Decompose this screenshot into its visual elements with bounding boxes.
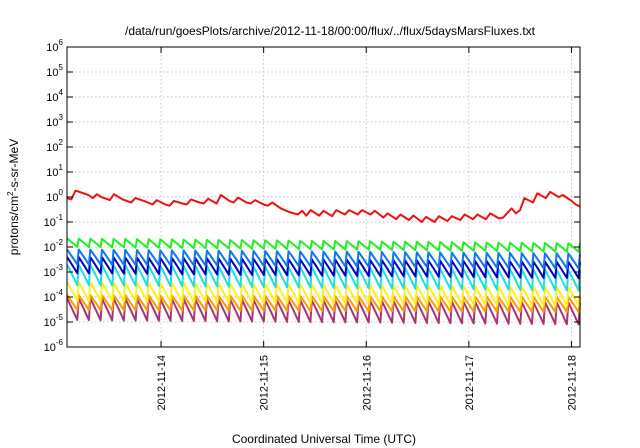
y-tick-exponent: -1 (56, 213, 64, 222)
y-axis-label: protons/cm2-s-sr-MeV (6, 139, 21, 255)
y-tick-label: 101 (46, 163, 63, 179)
x-tick-label: 2012-11-15 (259, 355, 271, 410)
y-tick-base: 10 (44, 267, 56, 279)
series-line (66, 248, 581, 270)
y-tick-exponent: 1 (59, 163, 64, 172)
y-tick-label: 10-1 (44, 213, 64, 229)
y-axis-label-exponent: 2 (6, 191, 15, 196)
y-tick-base: 10 (46, 117, 58, 129)
y-tick-label: 10-5 (44, 313, 64, 329)
y-tick-label: 104 (46, 88, 63, 104)
y-tick-exponent: -4 (56, 288, 64, 297)
series-line (66, 189, 581, 223)
series-line (66, 237, 581, 253)
y-tick-base: 10 (46, 142, 58, 154)
y-axis: 10-610-510-410-310-210-11001011021031041… (44, 38, 580, 354)
y-tick-label: 100 (46, 188, 63, 204)
y-tick-exponent: -3 (56, 263, 64, 272)
y-tick-base: 10 (46, 167, 58, 179)
y-tick-label: 105 (46, 63, 63, 79)
y-tick-exponent: 3 (59, 113, 64, 122)
y-tick-exponent: -2 (56, 238, 64, 247)
y-tick-exponent: 6 (59, 38, 64, 47)
x-tick-label: 2012-11-18 (566, 355, 578, 410)
y-tick-label: 10-6 (44, 338, 64, 354)
y-tick-exponent: 0 (59, 188, 64, 197)
y-tick-label: 10-4 (44, 288, 64, 304)
y-tick-base: 10 (46, 42, 58, 54)
x-tick-label: 2012-11-14 (156, 355, 168, 410)
y-tick-exponent: 4 (59, 88, 64, 97)
y-tick-base: 10 (44, 317, 56, 329)
chart-title: /data/run/goesPlots/archive/2012-11-18/0… (125, 24, 536, 38)
x-tick-label: 2012-11-16 (361, 355, 373, 410)
y-tick-label: 10-3 (44, 263, 64, 279)
x-axis: 2012-11-14 2012-11-15 2012-11-16 2012-11-17… (156, 47, 578, 410)
y-tick-label: 102 (46, 138, 63, 154)
y-tick-label: 10-2 (44, 238, 64, 254)
x-axis-label: Coordinated Universal Time (UTC) (232, 432, 416, 446)
y-axis-label-unit: protons/cm (7, 196, 21, 255)
y-tick-label: 106 (46, 38, 63, 54)
y-tick-exponent: -6 (56, 338, 64, 347)
y-tick-exponent: -5 (56, 313, 64, 322)
y-tick-base: 10 (44, 292, 56, 304)
y-tick-base: 10 (44, 217, 56, 229)
x-tick-label: 2012-11-17 (464, 355, 476, 410)
y-tick-base: 10 (44, 242, 56, 254)
y-tick-label: 103 (46, 113, 63, 129)
y-tick-base: 10 (46, 92, 58, 104)
y-axis-label-rest: -s-sr-MeV (7, 139, 21, 192)
y-tick-exponent: 5 (59, 63, 64, 72)
series-line (66, 281, 581, 307)
y-tick-base: 10 (44, 342, 56, 354)
y-tick-exponent: 2 (59, 138, 64, 147)
y-tick-base: 10 (46, 67, 58, 79)
y-tick-base: 10 (46, 192, 58, 204)
series-group (66, 189, 581, 326)
